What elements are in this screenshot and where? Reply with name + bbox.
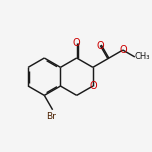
- Text: CH₃: CH₃: [135, 52, 150, 61]
- Text: O: O: [89, 81, 97, 91]
- Text: Br: Br: [46, 112, 56, 121]
- Text: O: O: [96, 40, 104, 50]
- Text: O: O: [73, 38, 81, 48]
- Text: O: O: [119, 45, 127, 55]
